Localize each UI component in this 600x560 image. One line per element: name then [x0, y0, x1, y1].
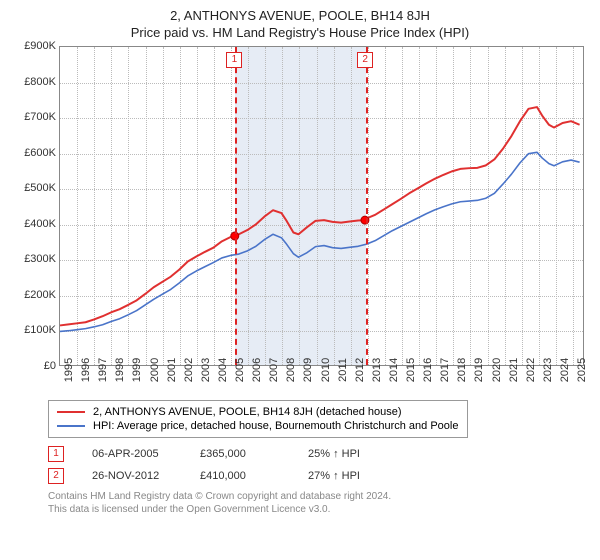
legend-label-subject: 2, ANTHONYS AVENUE, POOLE, BH14 8JH (det… [93, 406, 402, 418]
legend-item-subject: 2, ANTHONYS AVENUE, POOLE, BH14 8JH (det… [57, 405, 459, 419]
x-axis-label: 2007 [268, 358, 280, 382]
y-axis-label: £500K [14, 182, 56, 194]
x-axis-label: 2020 [491, 358, 503, 382]
y-axis-label: £0 [14, 360, 56, 372]
transaction-price: £365,000 [200, 448, 280, 460]
x-axis-label: 1995 [63, 358, 75, 382]
y-axis-label: £700K [14, 111, 56, 123]
transaction-row: 2 26-NOV-2012 £410,000 27% ↑ HPI [48, 468, 586, 484]
y-axis-label: £600K [14, 147, 56, 159]
x-axis-label: 2003 [200, 358, 212, 382]
x-axis-label: 2000 [149, 358, 161, 382]
chart-marker-box: 1 [226, 52, 242, 68]
x-axis-label: 2005 [234, 358, 246, 382]
transaction-marker: 1 [48, 446, 64, 462]
x-axis-label: 2024 [559, 358, 571, 382]
transaction-marker: 2 [48, 468, 64, 484]
series-hpi [60, 152, 580, 331]
footer-attribution: Contains HM Land Registry data © Crown c… [48, 490, 586, 516]
x-axis-label: 1997 [97, 358, 109, 382]
y-axis-label: £100K [14, 324, 56, 336]
x-axis-label: 2012 [354, 358, 366, 382]
x-axis-label: 2001 [166, 358, 178, 382]
x-axis-label: 2025 [576, 358, 588, 382]
x-axis-label: 1999 [131, 358, 143, 382]
transaction-price: £410,000 [200, 470, 280, 482]
plot-region [59, 46, 584, 366]
y-axis-label: £900K [14, 40, 56, 52]
title-subtitle: Price paid vs. HM Land Registry's House … [14, 25, 586, 40]
x-axis-label: 2021 [508, 358, 520, 382]
x-axis-label: 2002 [183, 358, 195, 382]
series-svg [60, 47, 583, 365]
transaction-date: 06-APR-2005 [92, 448, 172, 460]
legend-swatch-hpi [57, 425, 85, 427]
x-axis-label: 2016 [422, 358, 434, 382]
title-address: 2, ANTHONYS AVENUE, POOLE, BH14 8JH [14, 8, 586, 23]
transaction-delta: 27% ↑ HPI [308, 470, 388, 482]
legend-box: 2, ANTHONYS AVENUE, POOLE, BH14 8JH (det… [48, 400, 468, 438]
y-axis-label: £800K [14, 76, 56, 88]
x-axis-label: 2011 [337, 358, 349, 382]
footer-line1: Contains HM Land Registry data © Crown c… [48, 490, 586, 503]
x-axis-label: 2017 [439, 358, 451, 382]
x-axis-label: 2023 [542, 358, 554, 382]
x-axis-label: 2010 [320, 358, 332, 382]
chart-marker-box: 2 [357, 52, 373, 68]
legend-label-hpi: HPI: Average price, detached house, Bour… [93, 420, 458, 432]
x-axis-label: 2009 [302, 358, 314, 382]
legend-swatch-subject [57, 411, 85, 413]
x-axis-label: 2013 [371, 358, 383, 382]
x-axis-label: 2019 [473, 358, 485, 382]
x-axis-label: 2006 [251, 358, 263, 382]
x-axis-label: 1998 [114, 358, 126, 382]
transaction-delta: 25% ↑ HPI [308, 448, 388, 460]
legend-item-hpi: HPI: Average price, detached house, Bour… [57, 419, 459, 433]
transaction-row: 1 06-APR-2005 £365,000 25% ↑ HPI [48, 446, 586, 462]
y-axis-label: £300K [14, 253, 56, 265]
x-axis-label: 2008 [285, 358, 297, 382]
x-axis-label: 1996 [80, 358, 92, 382]
footer-line2: This data is licensed under the Open Gov… [48, 503, 586, 516]
x-axis-label: 2018 [456, 358, 468, 382]
chart-container: 2, ANTHONYS AVENUE, POOLE, BH14 8JH Pric… [0, 0, 600, 560]
x-axis-label: 2004 [217, 358, 229, 382]
x-axis-label: 2015 [405, 358, 417, 382]
transaction-date: 26-NOV-2012 [92, 470, 172, 482]
transactions-section: 1 06-APR-2005 £365,000 25% ↑ HPI 2 26-NO… [48, 446, 586, 484]
chart-area: £0 £100K £200K £300K £400K £500K £600K £700K £80… [14, 46, 586, 396]
series-subject [60, 107, 580, 325]
x-axis-label: 2022 [525, 358, 537, 382]
x-axis-label: 2014 [388, 358, 400, 382]
y-axis-label: £400K [14, 218, 56, 230]
y-axis-label: £200K [14, 289, 56, 301]
